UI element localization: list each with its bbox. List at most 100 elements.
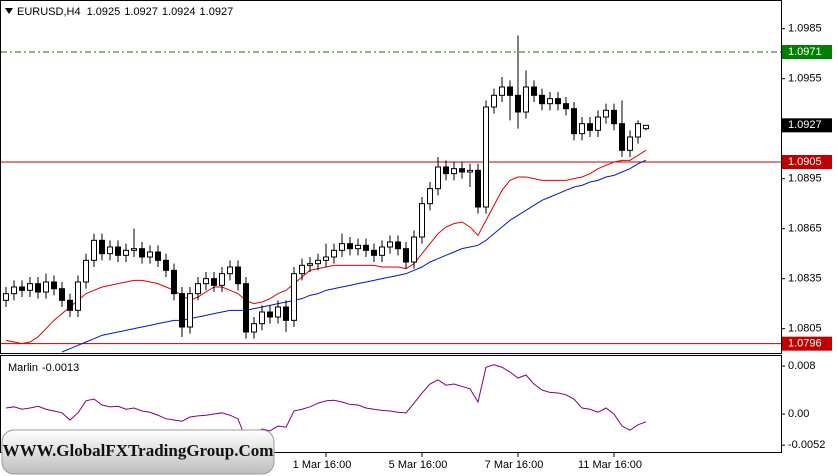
y-tick-label: 1.0895 [788,173,822,185]
candle-body [75,281,81,311]
candle-body [403,248,409,263]
candle-body [475,169,481,208]
candle-body [363,244,369,251]
candle-body [499,86,505,96]
candle-body [395,241,401,250]
candle-body [507,86,513,96]
candle-body [611,109,617,125]
y-tick-label: 1.0805 [788,323,822,335]
candle-body [531,86,537,96]
candle-body [107,246,113,255]
moving-average [61,159,647,353]
candle-body [515,94,521,113]
indicator-plot [5,364,647,441]
y-tick-label: 1.0955 [788,73,822,85]
candle-body [163,259,169,271]
level-box [782,45,832,59]
candle-body [227,266,233,275]
candle-body [259,311,265,325]
candle-body [555,98,561,105]
candle-body [451,168,457,175]
chart-header: EURUSD,H4 1.0925 1.0927 1.0924 1.0927 [17,6,233,18]
candle-body [427,188,433,205]
x-tick-label: 1 Mar 16:00 [293,459,352,471]
level-label: 1.0796 [788,338,822,350]
candle-body [539,94,545,105]
axes: 1.09851.09551.09251.08951.08651.08351.08… [293,23,832,471]
candle-body [603,109,609,118]
candle-body [627,136,633,151]
candle-body [595,116,601,131]
candle-body [443,166,449,175]
candle-body [35,283,41,293]
level-box [782,336,832,351]
candle-body [27,283,33,291]
candle-body [563,103,569,110]
indicator-name: Marlin [8,362,38,374]
candle-body [211,278,217,286]
candle-body [579,123,585,135]
y-tick-label: 1.0985 [788,23,822,35]
candle-body [131,248,137,251]
candle-body [235,266,241,285]
candle-body [195,283,201,295]
candle-body [571,108,577,135]
price-plot [1,35,781,353]
candle-body [355,244,361,250]
candle-body [275,306,281,318]
current-price-label: 1.0927 [788,119,822,131]
candle-body [587,123,593,131]
candle-body [435,166,441,190]
low: 1.0924 [162,6,196,18]
indicator-line [5,364,647,441]
candle-body [91,239,97,261]
main-panel [0,0,782,354]
y-tick-label: 1.0835 [788,273,822,285]
candle-body [43,281,49,293]
candle-body [51,281,57,290]
candle-body [419,203,425,238]
candle-body [283,306,289,321]
candle-body [3,293,9,301]
candle-body [619,123,625,151]
menu-arrow[interactable] [5,8,13,14]
candle-body [59,288,65,301]
candle-body [379,246,385,256]
candle-body [139,248,145,258]
y2-tick-label: 0.00 [788,408,809,420]
candle-body [347,243,353,250]
y2-tick-label: 0.008 [788,360,816,372]
indicator-header: Marlin -0.0013 [8,362,79,374]
level-label: 1.0905 [788,156,822,168]
candle-body [635,123,641,138]
candle-body [19,286,25,291]
candle-body [307,263,313,266]
candle-body [155,251,161,261]
candle-body [315,259,321,265]
candle-body [83,259,89,283]
candle-body [547,98,553,105]
level-box [782,155,832,169]
candle-body [219,273,225,286]
candle-body [171,269,177,295]
candle-body [459,168,465,173]
indicator-value: -0.0013 [42,362,79,374]
candle-body [291,273,297,321]
x-tick-label: 5 Mar 16:00 [389,459,448,471]
candle-body [243,283,249,333]
watermark-box: WWW.GlobalFXTradingGroup.Com [1,429,275,475]
candle-body [323,256,329,261]
x-tick-label: 11 Mar 16:00 [578,459,642,471]
candle-body [643,124,649,130]
symbol: EURUSD,H4 [17,6,81,18]
candle-body [67,299,73,311]
candle-body [123,249,129,256]
candle-body [331,249,337,258]
candle-body [203,278,209,285]
candle-body [523,86,529,113]
watermark-bg [1,429,275,475]
y2-tick-label: -0.0052 [788,439,825,451]
candle-body [299,264,305,275]
current-price-box [782,118,832,133]
candle-body [267,311,273,318]
